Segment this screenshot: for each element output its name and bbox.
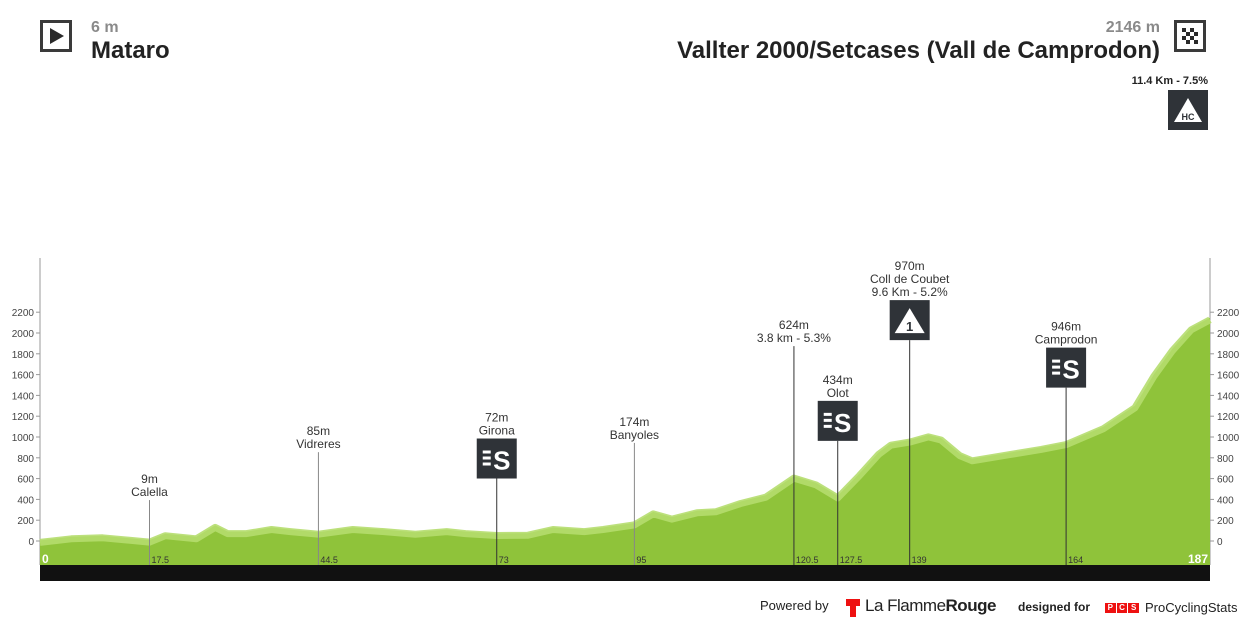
la-flamme-rouge-logo-icon xyxy=(845,598,861,618)
marker-label: Banyoles xyxy=(610,428,659,442)
sprint-speed-line xyxy=(482,450,491,454)
marker-label: Vidreres xyxy=(296,437,340,451)
sprint-speed-line xyxy=(1052,359,1061,363)
y-tick-label-right: 0 xyxy=(1217,537,1223,548)
marker-label: 85m xyxy=(307,424,330,438)
y-tick-label-left: 800 xyxy=(17,454,34,465)
intermediate-sprint-badge: S xyxy=(476,438,517,479)
elevation-ridge xyxy=(39,316,1212,546)
pcs-letter: P xyxy=(1105,603,1116,613)
marker-label: 9m xyxy=(141,472,158,486)
x-tick-label: 120.5 xyxy=(796,555,819,565)
y-tick-label-right: 2000 xyxy=(1217,329,1240,340)
y-tick-label-left: 0 xyxy=(28,537,34,548)
pcs-letter: S xyxy=(1128,603,1140,613)
designed-for-label: designed for xyxy=(1018,600,1091,614)
sprint-speed-line xyxy=(823,418,832,422)
finish-location: Vallter 2000/Setcases (Vall de Camprodon… xyxy=(677,37,1160,64)
marker-label: 72m xyxy=(485,411,508,425)
x-tick-label: 164 xyxy=(1068,555,1083,565)
sprint-speed-line xyxy=(1052,371,1061,375)
y-tick-label-left: 2200 xyxy=(12,308,35,319)
y-tick-label-right: 1200 xyxy=(1217,412,1240,423)
sprint-s-icon: S xyxy=(493,446,510,476)
y-tick-label-right: 400 xyxy=(1217,495,1234,506)
sprint-speed-line xyxy=(823,424,832,428)
marker-label: Camprodon xyxy=(1035,333,1098,347)
sprint-s-icon: S xyxy=(834,408,851,438)
final-climb-stats: 11.4 Km - 7.5% xyxy=(1131,75,1208,87)
y-tick-label-left: 1400 xyxy=(12,391,35,402)
marker-label: 9.6 Km - 5.2% xyxy=(872,285,948,299)
marker-label: Coll de Coubet xyxy=(870,272,950,286)
y-tick-label-right: 1400 xyxy=(1217,391,1240,402)
marker-label: 434m xyxy=(823,373,853,387)
hc-category-label: HC xyxy=(1182,112,1195,122)
y-tick-label-left: 400 xyxy=(17,495,34,506)
marker-label: 946m xyxy=(1051,320,1081,334)
y-tick-label-right: 1800 xyxy=(1217,350,1240,361)
sprint-s-icon: S xyxy=(1062,355,1079,385)
elevation-area xyxy=(40,317,1210,565)
y-tick-label-left: 1200 xyxy=(12,412,35,423)
la-flamme-rouge-wordmark: La FlammeRouge xyxy=(865,596,996,616)
x-tick-label: 127.5 xyxy=(840,555,863,565)
y-tick-label-left: 1000 xyxy=(12,433,35,444)
y-tick-label-right: 600 xyxy=(1217,475,1234,486)
play-icon xyxy=(40,20,72,52)
x-tick-label: 44.5 xyxy=(320,555,338,565)
start-location: Mataro xyxy=(91,37,170,64)
intermediate-sprint-badge: S xyxy=(1046,347,1087,388)
x-tick-label: 73 xyxy=(499,555,509,565)
y-tick-label-left: 2000 xyxy=(12,329,35,340)
x-tick-label: 139 xyxy=(912,555,927,565)
y-tick-label-left: 1800 xyxy=(12,350,35,361)
x-tick-label: 187 xyxy=(1188,552,1208,566)
lfr-wordmark-part2: Rouge xyxy=(945,596,997,615)
powered-by-label: Powered by xyxy=(760,598,829,613)
start-altitude: 6 m xyxy=(91,19,119,36)
y-tick-label-left: 1600 xyxy=(12,371,35,382)
y-tick-label-right: 1000 xyxy=(1217,433,1240,444)
climb-category-label: 1 xyxy=(906,319,913,334)
y-tick-label-right: 2200 xyxy=(1217,308,1240,319)
sprint-speed-line xyxy=(1052,365,1061,369)
pcs-letter: C xyxy=(1116,603,1128,613)
sprint-speed-line xyxy=(482,462,491,466)
sprint-speed-line xyxy=(823,412,832,416)
x-tick-label: 17.5 xyxy=(151,555,169,565)
marker-label: 970m xyxy=(895,259,925,273)
checkered-flag-icon xyxy=(1174,20,1206,52)
intermediate-sprint-badge: S xyxy=(817,400,858,441)
marker-label: 624m xyxy=(779,318,809,332)
x-tick-label: 95 xyxy=(636,555,646,565)
y-tick-label-right: 1600 xyxy=(1217,371,1240,382)
y-tick-label-left: 200 xyxy=(17,516,34,527)
hc-climb-badge: HC xyxy=(1168,90,1208,130)
x-tick-label: 0 xyxy=(42,552,49,566)
y-tick-label-left: 600 xyxy=(17,475,34,486)
category-1-climb-badge: 1 xyxy=(889,300,930,341)
sprint-speed-line xyxy=(482,456,491,460)
mountain-icon xyxy=(894,308,925,334)
marker-label: 3.8 km - 5.3% xyxy=(757,331,831,345)
marker-label: 174m xyxy=(619,415,649,429)
marker-label: Calella xyxy=(131,485,168,499)
pcs-logo: P C S xyxy=(1105,603,1140,613)
lfr-wordmark-part1: La Flamme xyxy=(865,596,946,615)
marker-label: Girona xyxy=(479,424,515,438)
y-tick-label-right: 800 xyxy=(1217,454,1234,465)
procyclingstats-label: ProCyclingStats xyxy=(1145,600,1238,615)
distance-bar xyxy=(40,565,1210,581)
marker-label: Olot xyxy=(827,386,850,400)
finish-altitude: 2146 m xyxy=(1105,19,1160,36)
y-tick-label-right: 200 xyxy=(1217,516,1234,527)
